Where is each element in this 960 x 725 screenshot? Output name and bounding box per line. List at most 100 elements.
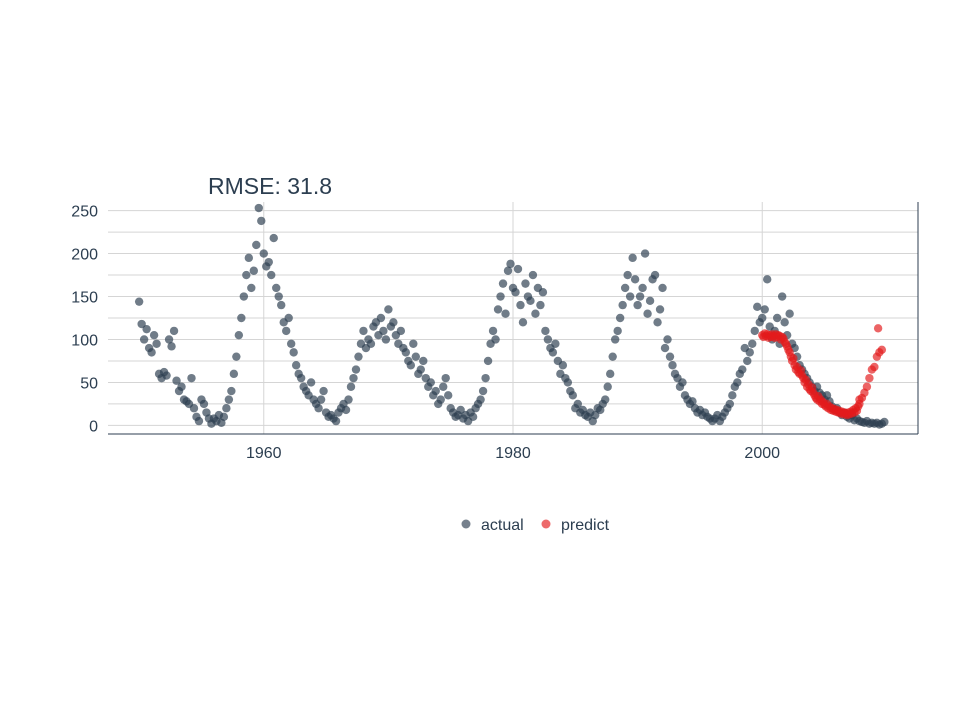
data-point-actual bbox=[541, 326, 550, 336]
data-point-actual bbox=[468, 412, 478, 422]
y-tick-labels: 0 50 100 150 200 250 bbox=[71, 204, 98, 436]
data-point-actual bbox=[630, 275, 640, 284]
data-point-actual bbox=[880, 417, 889, 427]
data-point-actual bbox=[506, 259, 515, 269]
data-point-actual bbox=[650, 270, 660, 280]
data-point-actual bbox=[625, 292, 635, 301]
data-point-actual bbox=[750, 326, 759, 336]
data-point-actual bbox=[134, 297, 144, 306]
data-point-actual bbox=[229, 369, 239, 379]
data-point-actual bbox=[366, 339, 376, 348]
data-point-actual bbox=[162, 371, 171, 380]
y-tick-label: 50 bbox=[80, 375, 98, 392]
data-point-actual bbox=[513, 264, 523, 274]
x-tick-label: 2000 bbox=[744, 445, 780, 462]
data-point-actual bbox=[733, 378, 742, 387]
data-point-actual bbox=[164, 335, 174, 344]
data-point-actual bbox=[655, 305, 665, 314]
data-point-actual bbox=[139, 335, 149, 344]
data-point-actual bbox=[548, 348, 558, 357]
y-tick-label: 150 bbox=[71, 290, 98, 307]
data-point-actual bbox=[172, 376, 181, 385]
data-point-actual bbox=[314, 404, 323, 413]
data-point-actual bbox=[341, 405, 351, 415]
data-point-actual bbox=[169, 326, 179, 336]
legend[interactable]: actual predict bbox=[461, 517, 610, 534]
data-point-actual bbox=[618, 300, 627, 310]
data-point-actual bbox=[277, 300, 286, 310]
data-point-actual bbox=[558, 361, 568, 370]
data-point-actual bbox=[728, 391, 737, 400]
data-point-actual bbox=[568, 391, 578, 400]
data-point-actual bbox=[551, 339, 560, 348]
data-point-actual bbox=[234, 330, 244, 340]
data-point-actual bbox=[441, 373, 450, 383]
y-tick-label: 200 bbox=[71, 247, 98, 264]
data-point-predict bbox=[789, 354, 798, 363]
data-point-actual bbox=[409, 339, 418, 348]
x-tick-label: 1980 bbox=[495, 445, 531, 462]
data-point-actual bbox=[242, 270, 251, 280]
legend-label-actual[interactable]: actual bbox=[481, 517, 524, 534]
data-point-actual bbox=[282, 326, 291, 336]
data-point-actual bbox=[743, 356, 752, 366]
data-point-actual bbox=[531, 309, 540, 318]
data-point-actual bbox=[635, 292, 645, 301]
data-point-actual bbox=[396, 326, 406, 336]
legend-marker-predict bbox=[541, 519, 551, 529]
data-point-actual bbox=[419, 356, 428, 366]
data-point-actual bbox=[601, 395, 610, 404]
data-point-actual bbox=[411, 352, 420, 361]
data-point-actual bbox=[257, 216, 266, 226]
data-point-actual bbox=[189, 404, 199, 413]
data-point-actual bbox=[349, 373, 358, 383]
data-point-actual bbox=[503, 266, 513, 275]
chart-title: RMSE: 31.8 bbox=[208, 173, 332, 199]
data-point-predict bbox=[865, 373, 874, 383]
y-tick-label: 100 bbox=[71, 332, 98, 349]
data-point-actual bbox=[526, 296, 535, 306]
data-point-actual bbox=[493, 305, 503, 314]
data-point-predict bbox=[877, 345, 887, 354]
data-point-actual bbox=[346, 382, 356, 391]
data-points bbox=[134, 203, 889, 429]
data-point-actual bbox=[738, 365, 747, 374]
legend-label-predict[interactable]: predict bbox=[561, 517, 610, 534]
data-point-actual bbox=[267, 270, 276, 280]
data-point-actual bbox=[354, 352, 363, 361]
data-point-actual bbox=[763, 275, 772, 284]
data-point-actual bbox=[745, 348, 754, 357]
data-point-actual bbox=[780, 318, 789, 327]
data-point-actual bbox=[284, 313, 293, 323]
data-point-actual bbox=[379, 326, 388, 336]
data-point-actual bbox=[603, 382, 612, 391]
data-point-actual bbox=[496, 292, 505, 301]
data-point-actual bbox=[296, 373, 306, 383]
data-point-actual bbox=[653, 318, 662, 327]
data-point-actual bbox=[272, 283, 281, 293]
data-point-actual bbox=[384, 305, 393, 314]
data-point-actual bbox=[436, 395, 445, 404]
data-point-actual bbox=[563, 378, 573, 387]
data-point-actual bbox=[760, 305, 769, 314]
data-point-actual bbox=[663, 335, 672, 344]
data-point-actual bbox=[725, 399, 735, 409]
data-point-actual bbox=[488, 326, 498, 336]
data-point-actual bbox=[137, 319, 146, 329]
data-point-actual bbox=[319, 386, 328, 396]
data-point-actual bbox=[608, 352, 617, 361]
x-tick-labels: 1960 1980 2000 bbox=[246, 445, 780, 462]
data-point-actual bbox=[633, 300, 642, 310]
data-point-actual bbox=[167, 342, 176, 351]
data-point-actual bbox=[227, 386, 236, 396]
data-point-actual bbox=[237, 313, 246, 323]
data-point-actual bbox=[316, 395, 326, 404]
data-point-actual bbox=[252, 240, 261, 250]
data-point-actual bbox=[291, 361, 301, 370]
data-point-actual bbox=[668, 361, 677, 370]
data-point-actual bbox=[628, 253, 637, 263]
data-point-actual bbox=[615, 313, 625, 323]
data-point-actual bbox=[528, 270, 538, 280]
data-point-actual bbox=[478, 386, 488, 396]
